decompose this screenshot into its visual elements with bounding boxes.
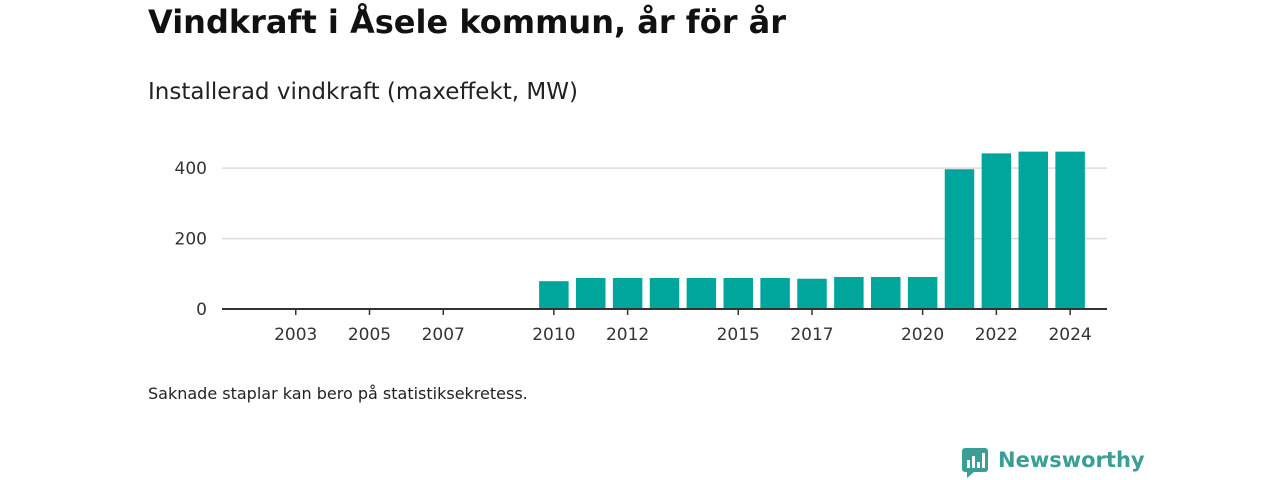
bar	[871, 276, 901, 309]
y-tick-label: 200	[175, 230, 207, 250]
chart-title: Vindkraft i Åsele kommun, år för år	[148, 3, 786, 41]
newsworthy-logo-icon	[962, 448, 988, 478]
x-tick-label: 2015	[717, 325, 760, 345]
bar	[760, 278, 790, 309]
y-tick-label: 400	[175, 159, 207, 179]
x-tick-label: 2010	[532, 325, 575, 345]
bar	[797, 278, 827, 309]
bar	[981, 153, 1012, 309]
bar	[612, 278, 643, 309]
bars	[539, 151, 1085, 309]
bar	[723, 278, 753, 309]
x-tick-label: 2012	[606, 325, 649, 345]
chart-subtitle: Installerad vindkraft (maxeffekt, MW)	[148, 79, 578, 105]
bar	[576, 278, 606, 309]
bar	[1055, 151, 1085, 309]
bar	[686, 278, 717, 309]
x-tick-label: 2007	[422, 325, 465, 345]
x-tick-label: 2022	[975, 325, 1018, 345]
bar	[907, 276, 938, 309]
bar	[649, 278, 680, 309]
bar	[1018, 151, 1048, 309]
bar	[944, 169, 975, 309]
newsworthy-logo: Newsworthy	[962, 446, 1145, 478]
y-tick-label: 0	[196, 300, 207, 320]
brand-name: Newsworthy	[998, 448, 1145, 472]
x-tick-label: 2020	[901, 325, 944, 345]
x-tick-label: 2017	[790, 325, 833, 345]
x-tick-label: 2024	[1048, 325, 1091, 345]
x-tick-label: 2003	[274, 325, 317, 345]
bar	[539, 281, 569, 309]
bar	[834, 276, 864, 309]
footnote: Saknade staplar kan bero på statistiksek…	[148, 384, 528, 403]
x-tick-label: 2005	[348, 325, 391, 345]
axes: 0 200 400 2003 2005 2007 2010 2012 2015 2017 2020 2…	[175, 159, 1107, 345]
